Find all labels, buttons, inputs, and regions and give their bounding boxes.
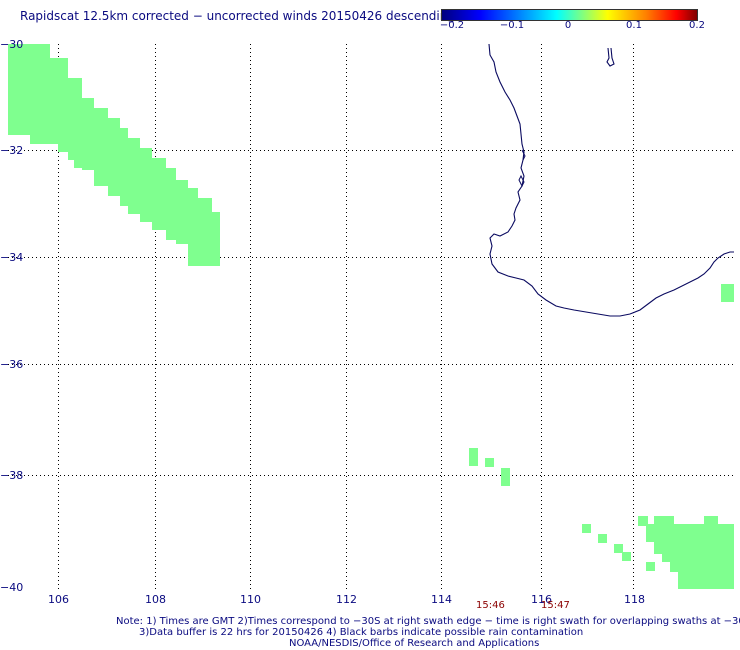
note-line-1: Note: 1) Times are GMT 2)Times correspon…: [116, 616, 740, 627]
rottnest-island: [606, 47, 615, 67]
swath-time-2: 15:47: [541, 600, 570, 611]
colorbar-label-high: 0.1: [626, 20, 642, 31]
map-title: Rapidscat 12.5km corrected − uncorrected…: [20, 9, 455, 23]
lon-label-108: 108: [145, 593, 166, 606]
wind-cells-south: [469, 284, 734, 571]
lon-label-118: 118: [624, 593, 645, 606]
colorbar-label-max: 0.2: [689, 20, 705, 31]
swath-time-1: 15:46: [476, 600, 505, 611]
wind-swath-northwest: [8, 44, 220, 266]
coastline: [488, 43, 734, 317]
note-line-3: NOAA/NESDIS/Office of Research and Appli…: [289, 638, 540, 649]
lon-label-112: 112: [336, 593, 357, 606]
colorbar-label-min: −0.2: [439, 20, 465, 31]
lat-label-36: −36: [0, 358, 23, 371]
wind-swath-southeast: [638, 516, 734, 589]
lon-label-106: 106: [48, 593, 69, 606]
inlet: [521, 149, 526, 161]
lat-label-34: −34: [0, 251, 23, 264]
lat-label-38: −38: [0, 469, 23, 482]
colorbar: [441, 9, 698, 21]
lon-label-116: 116: [531, 593, 552, 606]
lon-label-110: 110: [240, 593, 261, 606]
lat-label-32: −32: [0, 144, 23, 157]
colorbar-label-low: −0.1: [499, 20, 525, 31]
lon-label-114: 114: [431, 593, 452, 606]
lat-label-40: −40: [0, 581, 23, 594]
lat-label-30: −30: [0, 38, 23, 51]
colorbar-label-zero: 0: [564, 20, 572, 31]
estuary: [518, 174, 525, 188]
note-line-2: 3)Data buffer is 22 hrs for 20150426 4) …: [139, 627, 584, 638]
